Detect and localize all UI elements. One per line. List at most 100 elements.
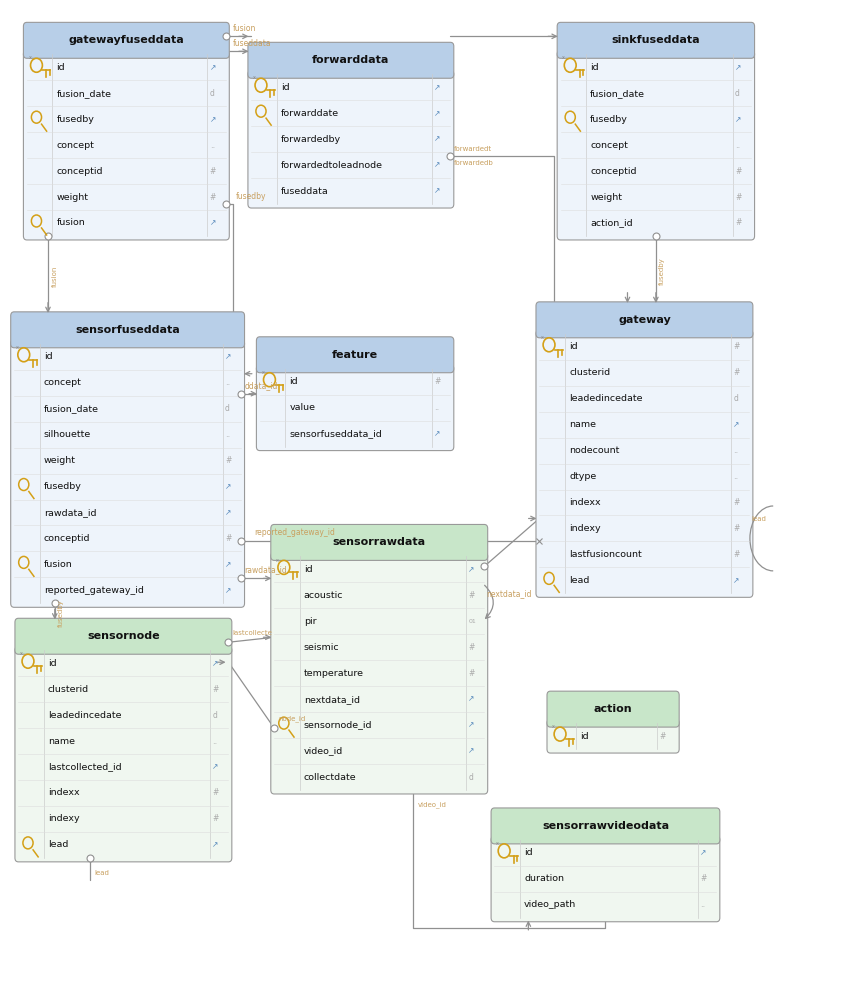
Text: acoustic: acoustic [303,591,343,600]
Text: video_path: video_path [524,900,576,909]
Text: lastfusioncount: lastfusioncount [569,550,642,559]
Text: id: id [590,63,599,72]
Text: video_id: video_id [417,801,446,808]
Text: sensorrawdata: sensorrawdata [332,538,426,548]
Text: ..: .. [225,378,230,387]
Text: #: # [734,497,740,507]
Text: ..: .. [434,403,439,412]
Text: ..: .. [734,446,739,455]
Text: action_id: action_id [590,218,633,227]
FancyBboxPatch shape [557,22,755,58]
Text: ..: .. [210,140,215,149]
Text: ↗: ↗ [225,352,231,361]
Text: ↗: ↗ [212,659,218,668]
Text: ↗: ↗ [734,576,740,585]
Text: forwardedb: forwardedb [454,160,494,166]
Text: #: # [468,643,474,652]
Text: fusedby: fusedby [660,257,666,284]
Text: lead: lead [751,517,766,523]
FancyBboxPatch shape [491,808,720,844]
Text: ↗: ↗ [434,109,440,118]
Text: temperature: temperature [303,669,364,678]
Text: #: # [434,377,440,386]
Text: action: action [594,704,632,714]
Text: id: id [48,659,57,668]
Text: x: x [253,75,256,80]
FancyBboxPatch shape [24,50,230,240]
FancyBboxPatch shape [557,50,755,240]
FancyBboxPatch shape [271,525,488,561]
Text: d: d [225,404,230,413]
Text: seismic: seismic [303,643,339,652]
Text: ddata_id: ddata_id [245,380,278,389]
Text: x: x [16,345,19,350]
Text: #: # [734,368,740,377]
Text: ↗: ↗ [734,420,740,429]
FancyBboxPatch shape [491,836,720,922]
Text: d: d [212,711,218,720]
Text: x: x [262,370,264,375]
Text: reported_gateway_id: reported_gateway_id [254,529,335,538]
Text: node_id: node_id [279,716,306,722]
Text: pir: pir [303,617,316,626]
Text: fusedby: fusedby [56,115,94,124]
FancyBboxPatch shape [547,691,679,727]
Text: indexy: indexy [48,815,80,824]
Text: ↗: ↗ [225,560,231,569]
Text: d: d [210,89,215,98]
Text: #: # [212,789,218,798]
Text: 01: 01 [468,619,476,624]
Text: d: d [734,394,739,403]
Text: fusedby: fusedby [590,115,628,124]
Text: #: # [735,166,741,175]
Text: clusterid: clusterid [569,368,610,377]
Text: lead: lead [48,841,68,850]
Text: reported_gateway_id: reported_gateway_id [43,586,144,595]
Text: #: # [212,685,218,694]
Text: ↗: ↗ [434,429,440,438]
Text: forwarddata: forwarddata [312,55,389,65]
Text: ↗: ↗ [700,849,706,858]
Text: ↗: ↗ [468,721,474,730]
Text: fusion_date: fusion_date [56,89,111,98]
Text: x: x [276,558,279,563]
Text: name: name [48,737,75,746]
FancyBboxPatch shape [271,553,488,794]
FancyBboxPatch shape [536,329,753,598]
Text: ↗: ↗ [225,508,231,517]
Text: x: x [496,841,499,846]
Text: ↗: ↗ [434,83,440,92]
Text: collectdate: collectdate [303,773,356,782]
Text: ↗: ↗ [468,747,474,756]
Text: ↗: ↗ [434,160,440,169]
Text: forwardedby: forwardedby [281,135,341,144]
Text: #: # [734,342,740,351]
Text: fusedby: fusedby [236,192,267,201]
Text: name: name [569,420,596,429]
Text: ..: .. [212,737,218,746]
FancyBboxPatch shape [257,364,454,450]
Text: indexy: indexy [569,524,601,533]
Text: ↗: ↗ [210,115,216,124]
Text: lastcollected_id: lastcollected_id [48,763,122,772]
Text: clusterid: clusterid [48,685,89,694]
Text: forwardedtoleadnode: forwardedtoleadnode [281,160,383,169]
Text: d: d [735,89,740,98]
FancyBboxPatch shape [11,339,245,608]
Text: fusedby: fusedby [58,599,64,627]
Text: sensorfuseddata: sensorfuseddata [76,324,180,334]
Text: weight: weight [43,456,76,465]
Text: fusion: fusion [233,24,256,33]
Text: sensornode: sensornode [87,632,160,642]
FancyBboxPatch shape [257,336,454,372]
Text: fusion: fusion [51,265,58,286]
Text: conceptid: conceptid [43,534,90,543]
FancyBboxPatch shape [248,42,454,78]
Text: #: # [210,166,216,175]
FancyBboxPatch shape [536,302,753,337]
Text: leadedincedate: leadedincedate [48,711,122,720]
Text: dtype: dtype [569,472,597,481]
Text: #: # [468,591,474,600]
Text: id: id [281,83,290,92]
Text: fuseddata: fuseddata [281,186,329,195]
